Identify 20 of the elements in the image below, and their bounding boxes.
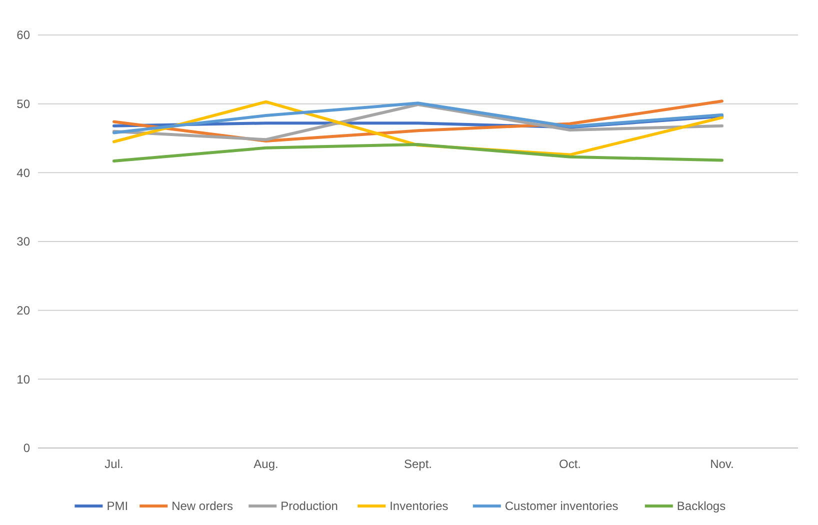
legend-label: New orders: [172, 499, 233, 514]
line-series: [112, 142, 724, 162]
legend-label: Customer inventories: [504, 499, 618, 514]
y-tick-label: 50: [16, 97, 30, 112]
line-series: [112, 102, 724, 134]
legend-label: Backlogs: [676, 499, 726, 514]
x-tick-label: Sept.: [404, 457, 432, 471]
x-tick-label: Nov.: [710, 457, 734, 471]
y-tick-label: 30: [16, 234, 30, 249]
y-tick-label: 60: [16, 28, 30, 42]
x-tick-label: Oct.: [558, 457, 582, 471]
legend-label: PMI: [106, 499, 128, 514]
x-tick-label: Aug.: [254, 457, 278, 471]
y-tick-label: 10: [16, 372, 30, 386]
legend-label: Inventories: [390, 499, 448, 514]
y-tick-label: 0: [23, 441, 30, 456]
y-tick-label: 20: [16, 304, 30, 318]
y-tick-label: 40: [16, 166, 30, 180]
x-tick-label: Jul.: [104, 457, 124, 471]
legend-label: Production: [280, 499, 338, 514]
